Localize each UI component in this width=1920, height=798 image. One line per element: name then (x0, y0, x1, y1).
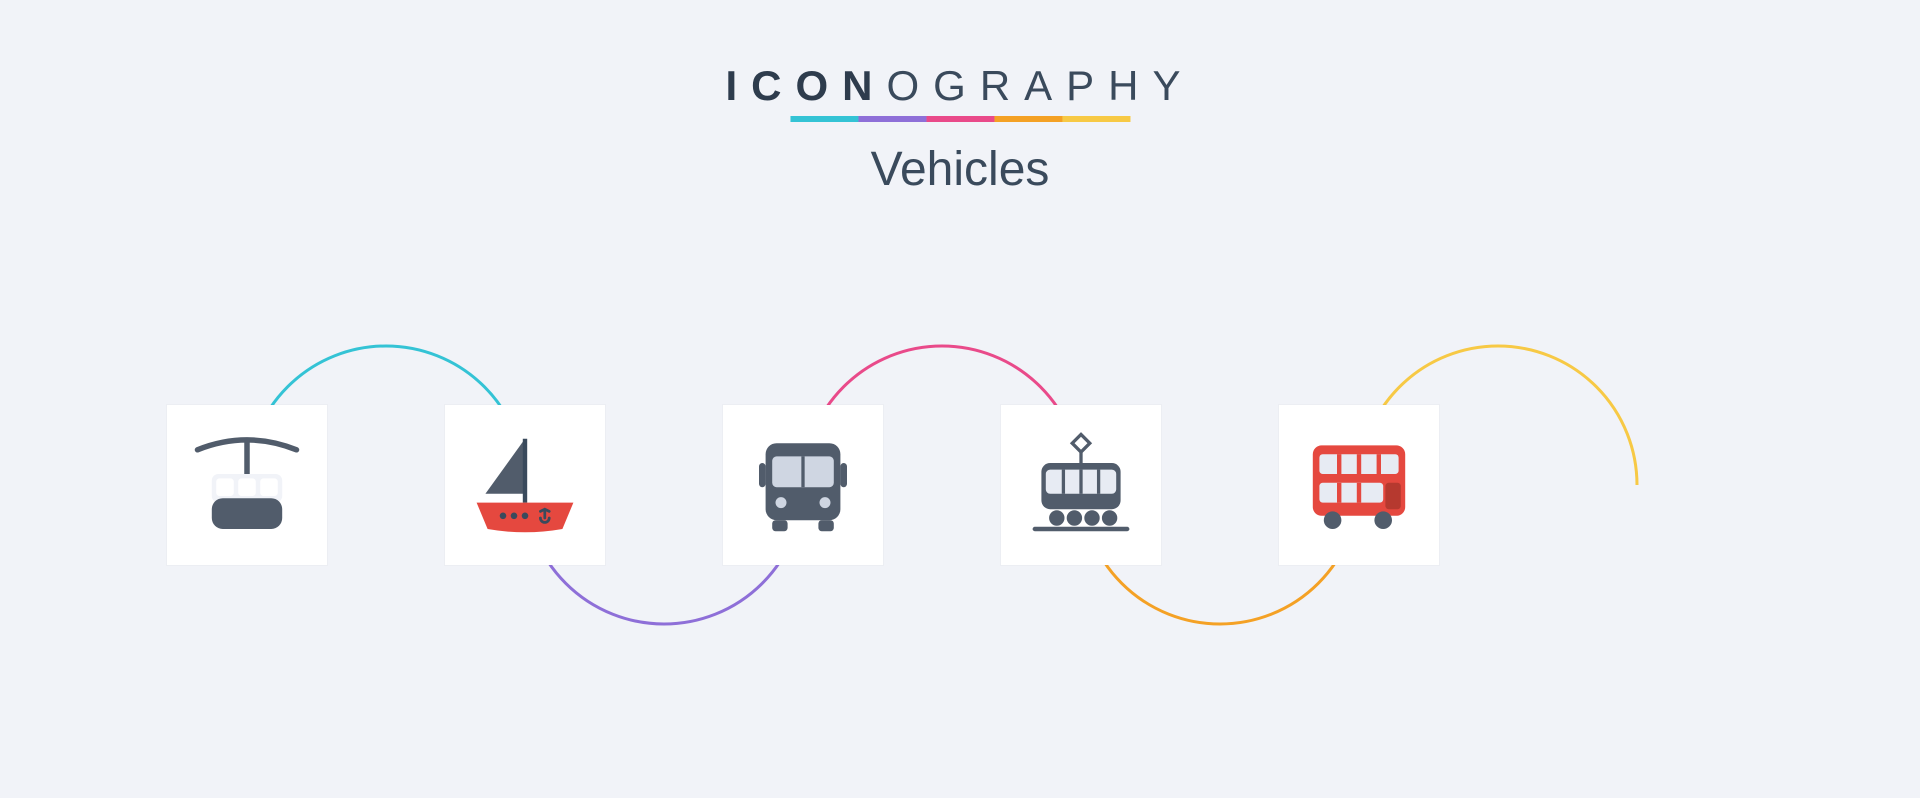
icon-tile (723, 405, 883, 565)
sailboat-icon (470, 430, 580, 540)
icon-tile (445, 405, 605, 565)
icon-tile (167, 405, 327, 565)
icon-tile (1279, 405, 1439, 565)
cable-car-icon (192, 430, 302, 540)
icon-tile (1001, 405, 1161, 565)
tram-icon (1026, 430, 1136, 540)
connector-arcs (0, 0, 1920, 798)
bus-icon (748, 430, 858, 540)
infographic-canvas (0, 0, 1920, 798)
double-decker-icon (1304, 430, 1414, 540)
